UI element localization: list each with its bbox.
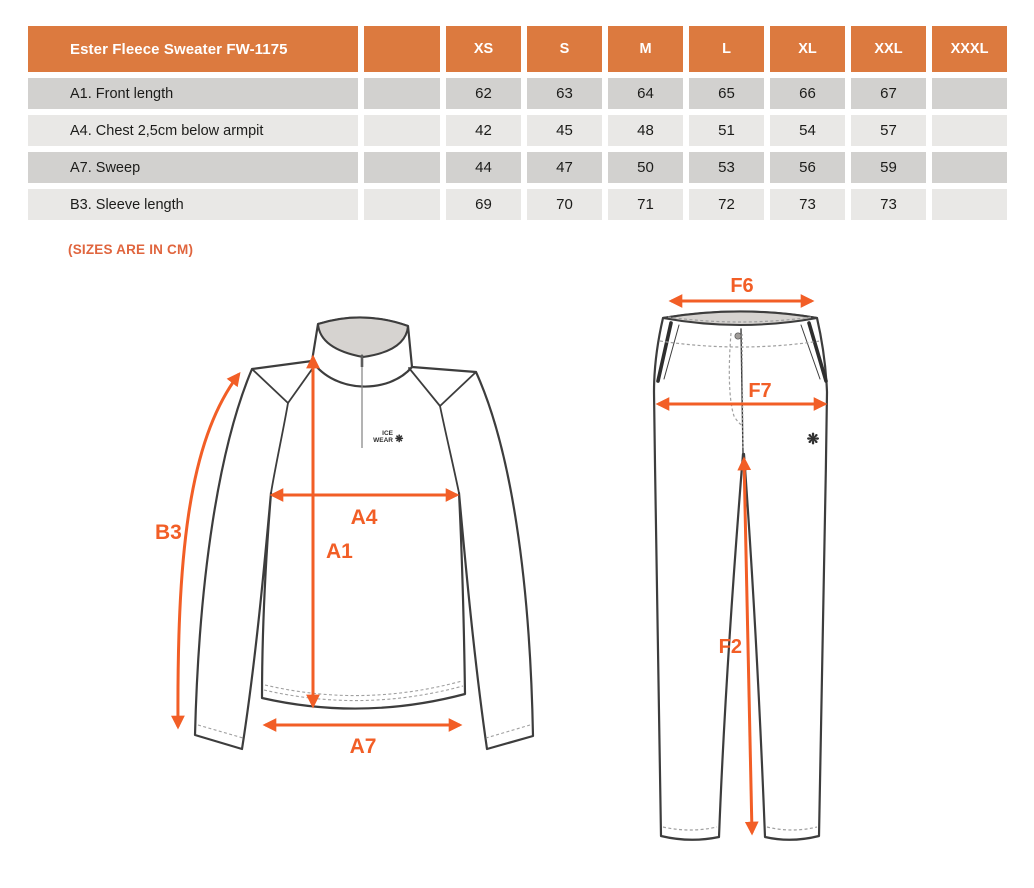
value-cell: 69	[446, 189, 521, 220]
logo-snowflake-icon: ❋	[395, 434, 404, 445]
header-spacer-cell	[364, 26, 440, 72]
sweater-measurement-diagram: ICE WEAR ❋ B3 A1 A4 A7	[155, 316, 535, 758]
value-cell: 48	[608, 115, 683, 146]
value-cell: 70	[527, 189, 602, 220]
arrow-f2	[737, 456, 759, 836]
size-header-m: M	[608, 26, 683, 72]
pants-measurement-arrows	[655, 294, 828, 836]
value-cell: 59	[851, 152, 926, 183]
row-spacer-cell	[364, 152, 440, 183]
logo-text-line1: ICE	[382, 430, 394, 437]
value-cell: 67	[851, 78, 926, 109]
value-cell: 54	[770, 115, 845, 146]
logo-text-line2: WEAR	[373, 437, 393, 444]
row-label: A7. Sweep	[28, 152, 358, 183]
size-header-l: L	[689, 26, 764, 72]
value-cell: 71	[608, 189, 683, 220]
row-spacer-cell	[364, 189, 440, 220]
pants-snowflake-icon: ❋	[807, 431, 820, 448]
waist-button	[734, 332, 742, 340]
value-cell: 50	[608, 152, 683, 183]
value-cell: 64	[608, 78, 683, 109]
value-cell: 66	[770, 78, 845, 109]
value-cell: 42	[446, 115, 521, 146]
table-row-chest: A4. Chest 2,5cm below armpit 42 45 48 51…	[28, 115, 1007, 146]
value-cell: 56	[770, 152, 845, 183]
value-cell: 51	[689, 115, 764, 146]
value-cell: 65	[689, 78, 764, 109]
measurement-label-a4: A4	[351, 506, 378, 529]
sweater-measurement-arrows	[171, 354, 463, 732]
measurement-label-a1: A1	[326, 540, 353, 563]
size-header-xxl: XXL	[851, 26, 926, 72]
pants-stitching	[659, 316, 821, 831]
measurement-label-a7: A7	[350, 735, 377, 758]
value-cell	[932, 189, 1007, 220]
table-header-row: Ester Fleece Sweater FW-1175 XS S M L XL…	[28, 26, 1007, 72]
sweater-outline	[193, 316, 535, 751]
row-label: A4. Chest 2,5cm below armpit	[28, 115, 358, 146]
value-cell	[932, 78, 1007, 109]
value-cell: 73	[770, 189, 845, 220]
pants-measurement-diagram: ❋ F6 F7 F2	[652, 276, 829, 841]
icewear-logo: ICE WEAR ❋	[373, 430, 404, 445]
value-cell: 53	[689, 152, 764, 183]
measurement-label-f2: F2	[719, 636, 742, 658]
value-cell: 63	[527, 78, 602, 109]
measurement-label-f7: F7	[748, 380, 771, 402]
measurement-label-f6: F6	[730, 276, 753, 297]
row-label: A1. Front length	[28, 78, 358, 109]
value-cell: 44	[446, 152, 521, 183]
table-title: Ester Fleece Sweater FW-1175	[28, 26, 358, 72]
value-cell: 72	[689, 189, 764, 220]
row-spacer-cell	[364, 78, 440, 109]
size-header-xs: XS	[446, 26, 521, 72]
row-spacer-cell	[364, 115, 440, 146]
table-row-front-length: A1. Front length 62 63 64 65 66 67	[28, 78, 1007, 109]
value-cell	[932, 115, 1007, 146]
units-note: (SIZES ARE IN CM)	[68, 242, 194, 257]
pants-pockets	[656, 321, 828, 383]
value-cell	[932, 152, 1007, 183]
arrow-b3	[171, 372, 241, 730]
value-cell: 47	[527, 152, 602, 183]
table-row-sleeve-length: B3. Sleeve length 69 70 71 72 73 73	[28, 189, 1007, 220]
pants-outline	[652, 310, 829, 841]
value-cell: 73	[851, 189, 926, 220]
measurement-label-b3: B3	[155, 521, 182, 544]
value-cell: 62	[446, 78, 521, 109]
size-header-s: S	[527, 26, 602, 72]
row-label: B3. Sleeve length	[28, 189, 358, 220]
size-chart-table: Ester Fleece Sweater FW-1175 XS S M L XL…	[22, 20, 1013, 226]
value-cell: 57	[851, 115, 926, 146]
size-header-xl: XL	[770, 26, 845, 72]
table-row-sweep: A7. Sweep 44 47 50 53 56 59	[28, 152, 1007, 183]
size-header-xxxl: XXXL	[932, 26, 1007, 72]
value-cell: 45	[527, 115, 602, 146]
